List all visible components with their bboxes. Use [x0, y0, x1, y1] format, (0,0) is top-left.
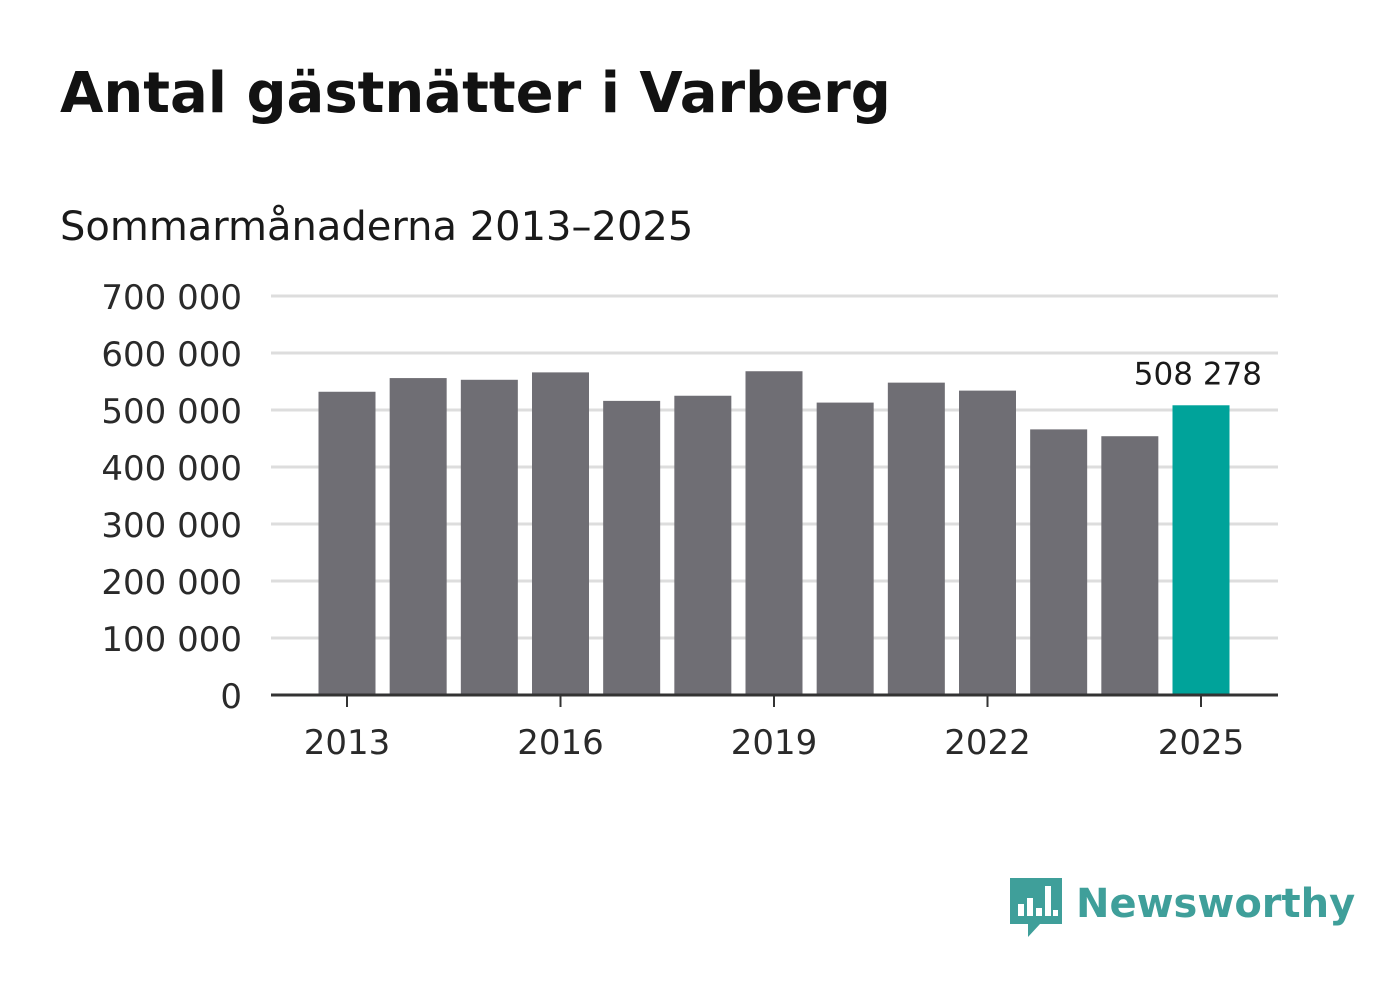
x-tick-label: 2016: [517, 723, 604, 763]
x-tick-label: 2025: [1158, 723, 1245, 763]
bar-2023: [1030, 429, 1088, 695]
bar-2016: [532, 372, 589, 695]
chart-title: Antal gästnätter i Varberg: [60, 61, 891, 126]
bar-2020: [816, 402, 874, 695]
bars: [318, 371, 1230, 695]
y-axis-labels: 0 100 000 200 000 300 000 400 000 500 000 600 …: [101, 278, 242, 717]
data-label-2025: 508 278: [1134, 356, 1262, 392]
y-tick-label: 0: [220, 677, 242, 717]
x-tick-label: 2022: [944, 723, 1031, 763]
chart-subtitle: Sommarmånaderna 2013–2025: [60, 204, 694, 250]
y-tick-label: 700 000: [101, 278, 242, 318]
bar-2014: [389, 378, 447, 695]
x-axis-labels: 2013 2016 2019 2022 2025: [304, 723, 1245, 763]
bar-2013: [318, 391, 376, 695]
bar-2018: [674, 395, 732, 695]
bar-2025: [1172, 405, 1230, 695]
bar-2019: [745, 371, 803, 695]
y-tick-label: 600 000: [101, 335, 242, 375]
bar-2021: [887, 382, 945, 695]
bar-2024: [1101, 436, 1159, 695]
y-tick-label: 500 000: [101, 392, 242, 432]
bar-2022: [959, 390, 1016, 695]
x-tick-label: 2019: [731, 723, 818, 763]
bar-2017: [603, 400, 661, 695]
newsworthy-logo: Newsworthy: [1010, 878, 1355, 940]
brand-name: Newsworthy: [1076, 881, 1356, 927]
x-tick-label: 2013: [304, 723, 391, 763]
y-tick-label: 100 000: [101, 620, 242, 660]
y-tick-label: 200 000: [101, 563, 242, 603]
data-labels: 508 278: [1134, 356, 1262, 392]
y-tick-label: 400 000: [101, 449, 242, 489]
bar-2015: [460, 379, 518, 695]
x-axis: [271, 693, 1278, 707]
y-tick-label: 300 000: [101, 506, 242, 546]
bar-chart-speech-bubble-icon: [1010, 878, 1062, 937]
